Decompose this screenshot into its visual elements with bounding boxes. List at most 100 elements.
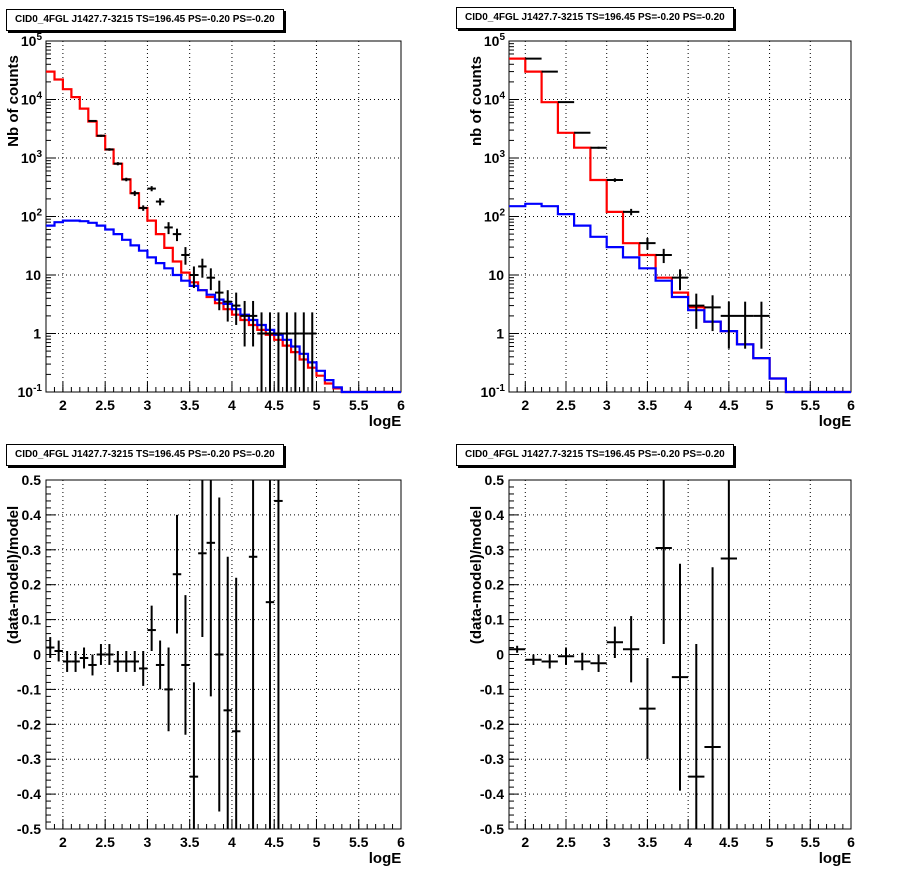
data-point <box>105 148 114 151</box>
y-tick-label: 0.5 <box>22 472 42 488</box>
x-axis-title: logE <box>369 850 402 867</box>
y-tick-label: 103 <box>21 149 43 166</box>
data-point <box>606 626 623 658</box>
total_model-histogram <box>46 70 401 394</box>
data-point <box>623 208 640 216</box>
y-tick-label: 105 <box>484 32 506 49</box>
data-point <box>122 177 131 182</box>
y-tick-label: 104 <box>484 91 506 108</box>
data-point <box>655 480 672 645</box>
data-point <box>308 312 317 392</box>
plot-frame <box>45 40 402 393</box>
chart-1: 2 2.5 3 3.5 4 4.5 5 5.5 6 10-1 1 10 102 103 104 105 logE… <box>5 32 405 430</box>
y-tick-label: -0.1 <box>17 681 41 697</box>
data-point <box>541 70 558 73</box>
x-axis-title: logE <box>819 413 852 430</box>
x-tick-label: 2 <box>521 397 529 413</box>
y-tick-label: 1 <box>33 326 41 342</box>
x-tick-label: 2.5 <box>95 834 115 850</box>
x-tick-label: 2 <box>59 397 67 413</box>
data-point <box>155 198 165 206</box>
y-axis-title: (data-model)/model <box>468 506 485 644</box>
data-point <box>265 480 275 829</box>
data-point <box>88 119 97 122</box>
data-point <box>138 205 148 211</box>
x-tick-label: 4 <box>228 397 236 413</box>
x-tick-label: 6 <box>847 397 855 413</box>
data-point <box>688 644 705 829</box>
x-tick-label: 3.5 <box>638 397 658 413</box>
x-tick-label: 3 <box>144 834 152 850</box>
data-point <box>122 651 131 672</box>
y-tick-label: -0.2 <box>480 716 504 732</box>
data-point <box>189 266 199 288</box>
data-point <box>105 644 114 665</box>
chart-3: 2 2.5 3 3.5 4 4.5 5 5.5 6 -0.5 -0.4 -0.3 -0.2 -0.1 0 0.… <box>5 472 405 867</box>
y-axis-title: nb of counts <box>468 56 485 146</box>
data-point <box>704 567 721 829</box>
data-point <box>215 280 224 311</box>
data-point <box>215 497 224 812</box>
y-tick-label: 0.1 <box>22 612 42 628</box>
chart-2: 2 2.5 3 3.5 4 4.5 5 5.5 6 10-1 1 10 102 103 104 105 logE… <box>468 32 855 430</box>
y-tick-label: 0.2 <box>485 577 505 593</box>
x-tick-label: 3 <box>603 834 611 850</box>
data-point <box>130 190 139 196</box>
y-axis-title: Nb of counts <box>5 55 22 147</box>
y-tick-label: -0.4 <box>17 786 41 802</box>
data-point <box>138 651 148 686</box>
data-point <box>54 640 63 662</box>
y-tick-label: 0.5 <box>485 472 505 488</box>
y-tick-label: 10-1 <box>481 383 506 400</box>
y-tick-label: -0.3 <box>17 751 41 767</box>
data-point <box>113 651 123 672</box>
data-point <box>639 237 656 250</box>
x-tick-label: 4 <box>684 834 692 850</box>
data-point <box>155 640 165 690</box>
data-point <box>737 301 754 349</box>
y-axis-title: (data-model)/model <box>5 506 22 644</box>
x-tick-label: 4.5 <box>264 834 284 850</box>
x-axis-title: logE <box>369 413 402 430</box>
data-point <box>46 637 55 658</box>
x-tick-label: 4 <box>684 397 692 413</box>
x-tick-label: 6 <box>397 834 405 850</box>
y-tick-label: 102 <box>21 208 43 225</box>
data-point <box>720 480 737 829</box>
y-tick-label: 0.2 <box>22 577 42 593</box>
x-tick-label: 3 <box>603 397 611 413</box>
data-point <box>130 651 139 672</box>
data-point <box>590 146 607 149</box>
y-tick-label: -0.5 <box>17 821 41 837</box>
data-point <box>231 577 241 829</box>
data-point <box>557 101 575 104</box>
data-point <box>671 563 689 791</box>
y-tick-label: 10 <box>488 267 504 283</box>
data-point <box>88 654 97 676</box>
data-point <box>671 269 689 291</box>
data-point <box>655 248 672 264</box>
chart-title: CID0_4FGL J1427.7-3215 TS=196.45 PS=-0.2… <box>456 444 734 466</box>
x-tick-label: 2.5 <box>556 397 576 413</box>
total_model-histogram <box>509 57 851 394</box>
y-tick-label: 0.3 <box>22 542 42 558</box>
chart-title: CID0_4FGL J1427.7-3215 TS=196.45 PS=-0.2… <box>6 9 284 31</box>
data-point <box>181 247 190 265</box>
data-point <box>164 222 173 235</box>
data-point <box>248 300 258 347</box>
x-tick-label: 2 <box>521 834 529 850</box>
data-point <box>113 162 123 166</box>
data-point <box>248 480 258 829</box>
data-point <box>525 57 542 60</box>
y-tick-label: 0 <box>33 647 41 663</box>
data-point <box>299 312 309 392</box>
x-tick-label: 6 <box>397 397 405 413</box>
data-point <box>274 312 283 392</box>
x-tick-label: 3.5 <box>180 397 200 413</box>
data-point <box>231 292 241 325</box>
data-point <box>291 312 300 392</box>
data-point <box>704 295 721 332</box>
y-tick-label: 0.3 <box>485 542 505 558</box>
y-tick-label: -0.2 <box>17 716 41 732</box>
x-tick-label: 5.5 <box>349 834 369 850</box>
